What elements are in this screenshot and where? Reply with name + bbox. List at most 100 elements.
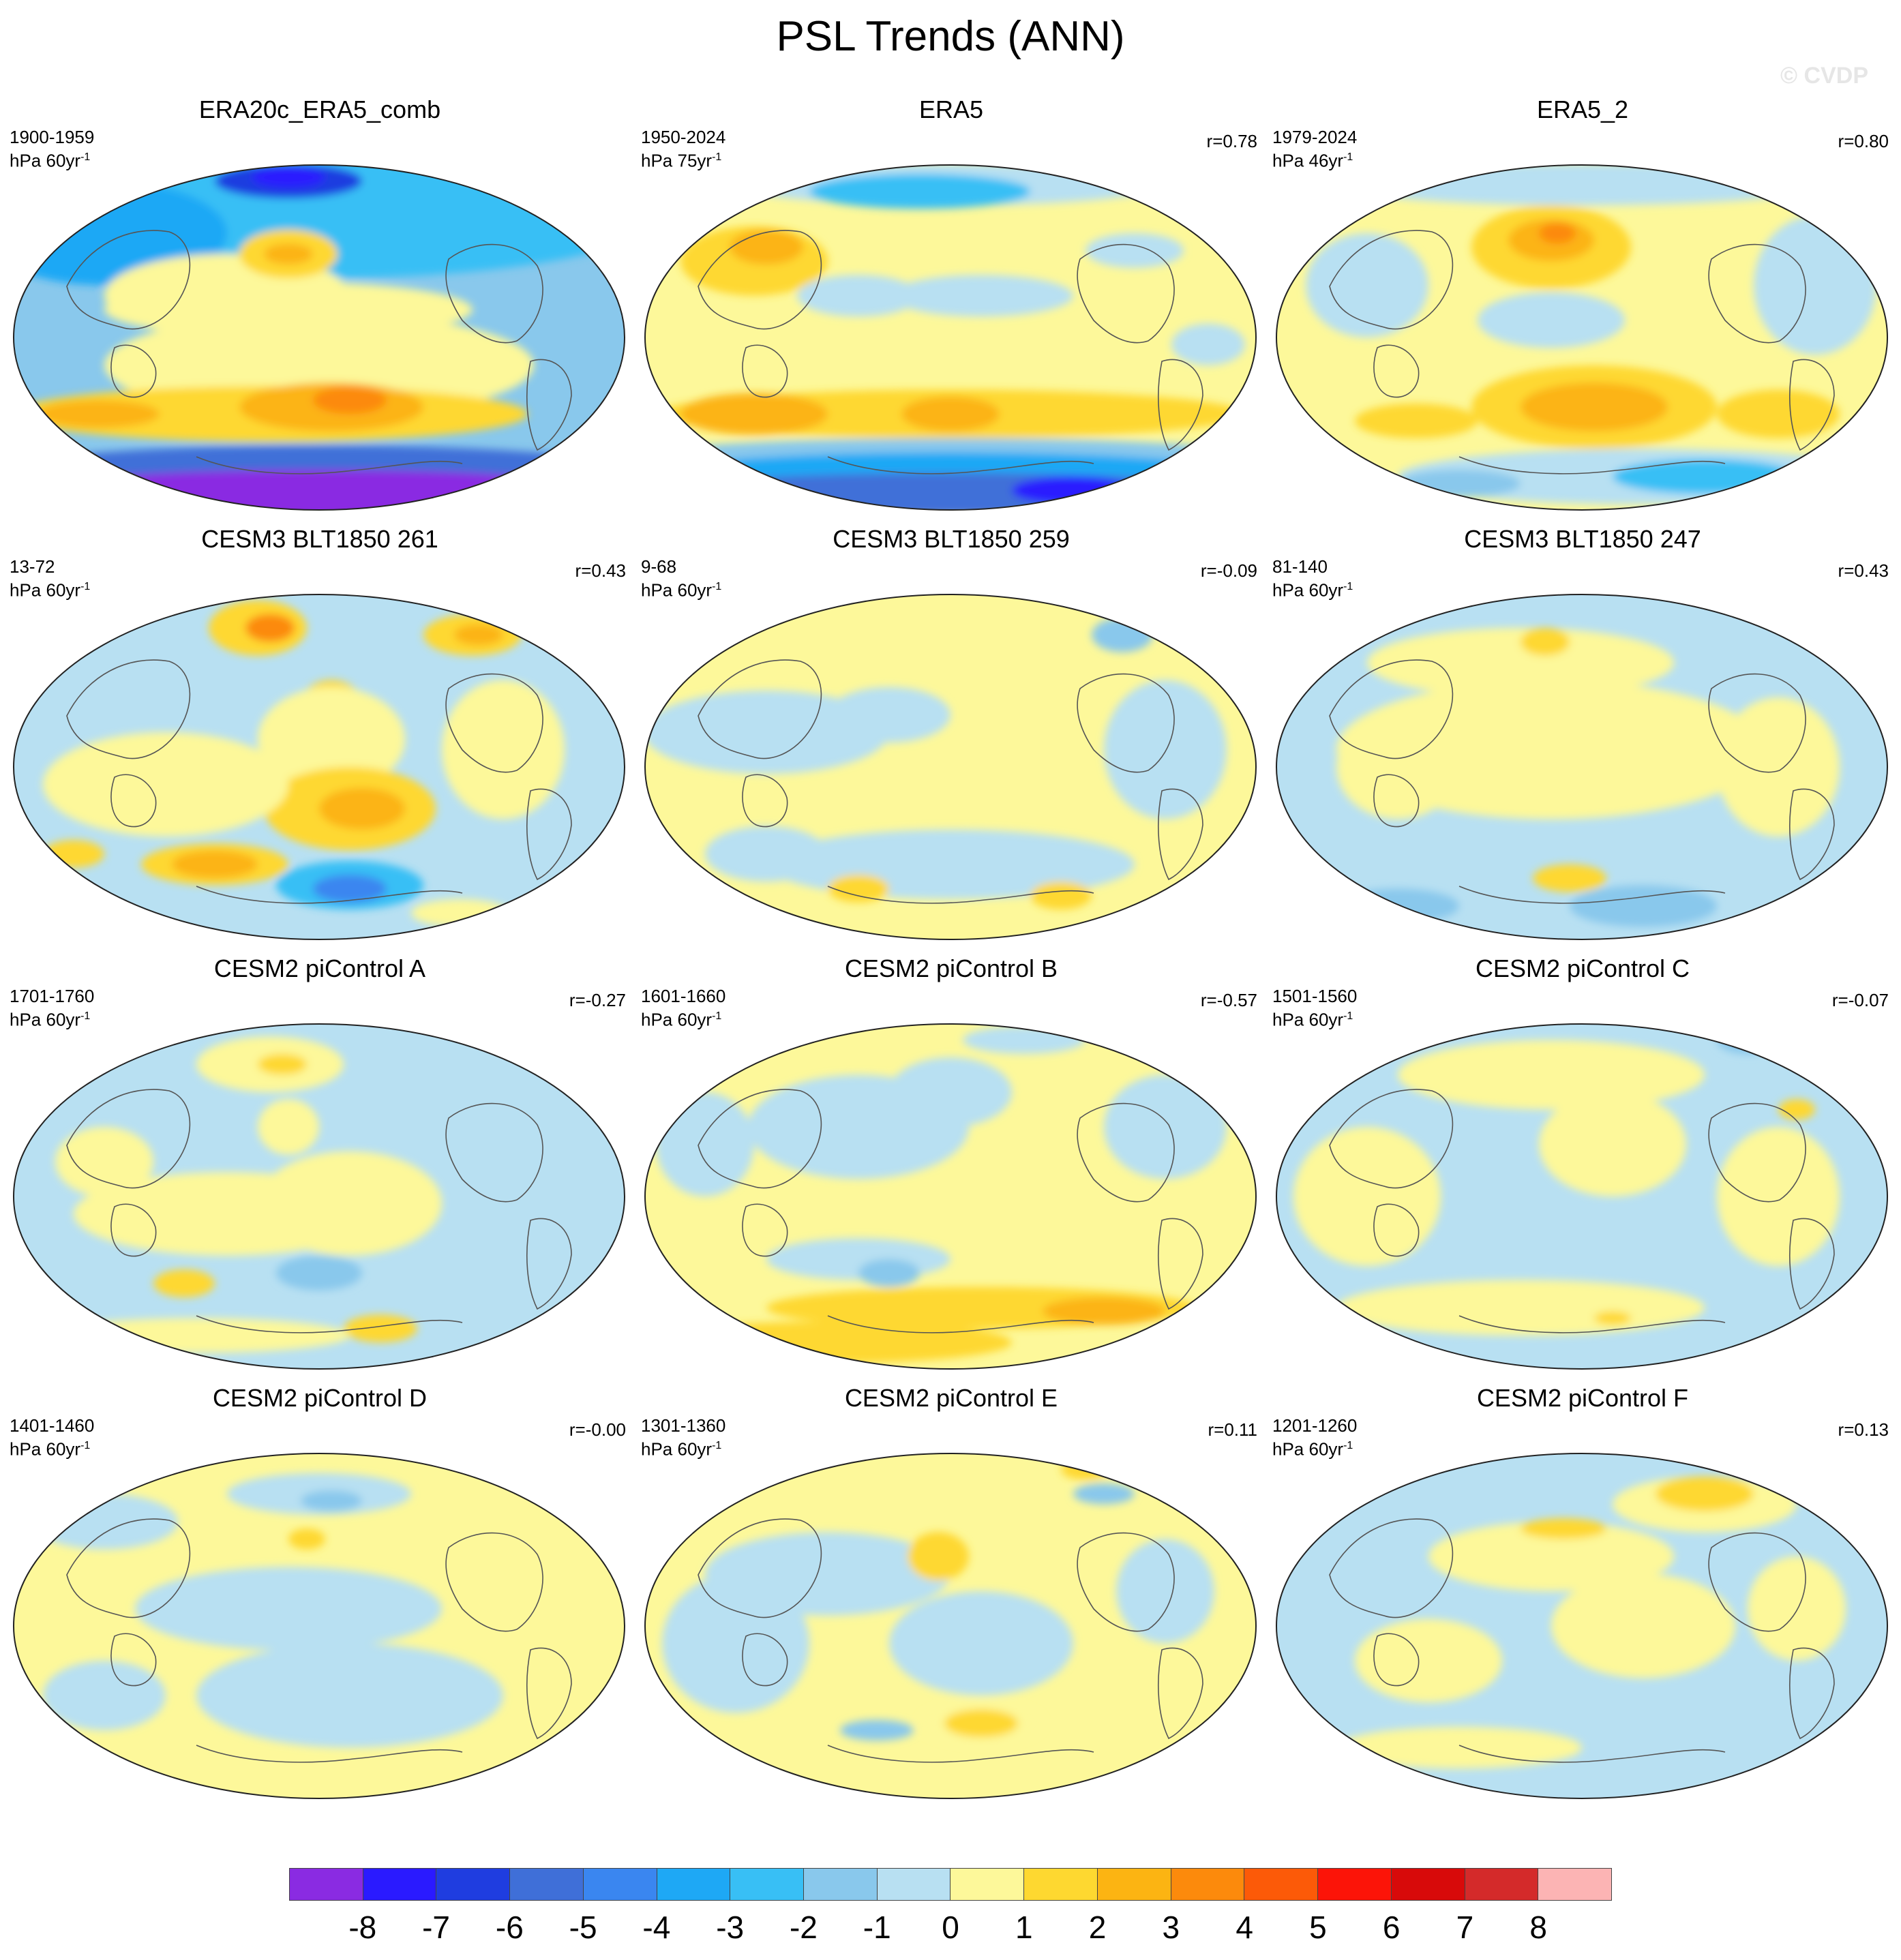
contour-region — [14, 469, 625, 510]
contour-region — [1086, 233, 1184, 268]
coastline-1 — [742, 344, 788, 398]
trend-field — [645, 1453, 1256, 1798]
trend-field — [645, 1024, 1256, 1369]
contour-region — [797, 275, 920, 317]
robinson-map — [1276, 164, 1888, 511]
panel-title: ERA5_2 — [1536, 95, 1629, 123]
contour-region — [1551, 1573, 1735, 1678]
colorbar-box — [1244, 1868, 1319, 1901]
coastline-1 — [110, 1633, 157, 1687]
colorbar-box — [1465, 1868, 1539, 1901]
units-exponent: -1 — [1343, 581, 1353, 592]
coastline-1 — [110, 344, 157, 398]
contour-region — [1539, 1092, 1686, 1196]
contour-region — [252, 167, 325, 188]
coastline-4 — [1458, 886, 1726, 904]
coastline-4 — [827, 456, 1094, 474]
coastline-1 — [110, 1203, 157, 1257]
colorbar-box — [877, 1868, 951, 1901]
colorbar-box — [657, 1868, 731, 1901]
panel-units: hPa 60yr-1 — [1272, 577, 1353, 601]
panel-period: 13-72 — [10, 556, 55, 577]
contour-region — [1717, 389, 1840, 438]
colorbar-tick-label: 1 — [1015, 1910, 1033, 1945]
contour-blobs — [43, 600, 565, 927]
colorbar-box — [510, 1868, 584, 1901]
contour-region — [656, 1092, 754, 1196]
map-panel: CESM2 piControl D 1401-1460 hPa 60yr-1 r=-0… — [4, 1384, 635, 1805]
contour-region — [43, 1661, 166, 1730]
contour-region — [1656, 1476, 1754, 1511]
units-text: hPa 75yr — [641, 150, 713, 171]
panel-title: ERA5 — [918, 95, 984, 123]
units-exponent: -1 — [1343, 1010, 1353, 1022]
contour-region — [645, 472, 1256, 510]
robinson-map — [1276, 1453, 1888, 1799]
coastline-0 — [698, 659, 822, 759]
contour-region — [730, 229, 803, 265]
contour-region — [196, 1643, 503, 1748]
contour-region — [313, 386, 387, 414]
colorbar-box — [1024, 1868, 1098, 1901]
contour-region — [1336, 714, 1459, 819]
panel-period: 1950-2024 — [641, 127, 726, 147]
map-border — [644, 1023, 1257, 1370]
coastline-4 — [827, 1315, 1094, 1333]
coastline-0 — [66, 1518, 191, 1618]
map-panel: CESM3 BLT1850 259 9-68 hPa 60yr-1 r=-0.09 — [635, 525, 1267, 946]
contour-region — [645, 1321, 1012, 1363]
contour-region — [411, 899, 509, 927]
coastline-2 — [1708, 673, 1806, 773]
units-text: hPa 60yr — [10, 1009, 81, 1030]
coastline-3 — [1158, 359, 1203, 451]
contour-region — [705, 826, 828, 882]
coastline-4 — [196, 456, 463, 474]
contour-region — [828, 875, 889, 903]
coastline-2 — [1077, 673, 1175, 773]
contour-region — [1116, 1539, 1214, 1644]
contour-region — [1570, 885, 1717, 927]
colorbar-tick-label: -1 — [863, 1910, 891, 1945]
map-panel: CESM3 BLT1850 261 13-72 hPa 60yr-1 r=0.43 — [4, 525, 635, 946]
coastline-1 — [1373, 1633, 1420, 1687]
contour-blobs — [14, 165, 625, 510]
panel-period: 1601-1660 — [641, 986, 726, 1006]
contour-region — [1533, 864, 1606, 892]
panel-units: hPa 60yr-1 — [10, 147, 90, 171]
map-panel: CESM2 piControl C 1501-1560 hPa 60yr-1 r=-0… — [1267, 954, 1898, 1376]
contour-region — [442, 680, 565, 819]
contour-region — [258, 687, 405, 791]
colorbar-labels: -8 -7 -6 -5 -4 -3 -2 -1 0 1 2 3 4 5 6 7 8 — [289, 1909, 1612, 1950]
robinson-map — [1276, 594, 1888, 940]
map-panel: CESM2 piControl B 1601-1660 hPa 60yr-1 r=-0… — [635, 954, 1267, 1376]
units-exponent: -1 — [1343, 151, 1353, 163]
coastline-2 — [1708, 243, 1806, 344]
contour-region — [104, 282, 473, 337]
contour-region — [1098, 396, 1196, 432]
pattern-correlation: r=0.13 — [1838, 1419, 1889, 1440]
map-border — [13, 1023, 625, 1370]
coastline-4 — [827, 886, 1094, 904]
units-exponent: -1 — [712, 151, 722, 163]
colorbar-tick-label: -5 — [569, 1910, 597, 1945]
contour-region — [1355, 1618, 1502, 1703]
colorbar-box — [1318, 1868, 1392, 1901]
contour-region — [153, 1269, 215, 1297]
colorbar-tick-label: 8 — [1529, 1910, 1548, 1945]
coastline-2 — [1077, 1532, 1175, 1632]
panel-period: 1501-1560 — [1272, 986, 1358, 1006]
pattern-correlation: r=0.80 — [1838, 131, 1889, 151]
colorbar-box — [363, 1868, 437, 1901]
contour-region — [301, 1490, 362, 1511]
coastline-1 — [742, 1203, 788, 1257]
pattern-correlation: r=-0.09 — [1200, 560, 1257, 581]
pattern-correlation: r=0.78 — [1206, 131, 1257, 151]
units-exponent: -1 — [80, 151, 91, 163]
trend-field — [1276, 594, 1887, 939]
colorbar-box — [730, 1868, 805, 1901]
panel-units: hPa 60yr-1 — [10, 1006, 90, 1030]
robinson-map — [644, 1023, 1257, 1370]
contour-region — [1336, 1280, 1705, 1336]
contour-region — [1594, 1311, 1631, 1325]
map-panel: ERA20c_ERA5_comb 1900-1959 hPa 60yr-1 — [4, 95, 635, 517]
